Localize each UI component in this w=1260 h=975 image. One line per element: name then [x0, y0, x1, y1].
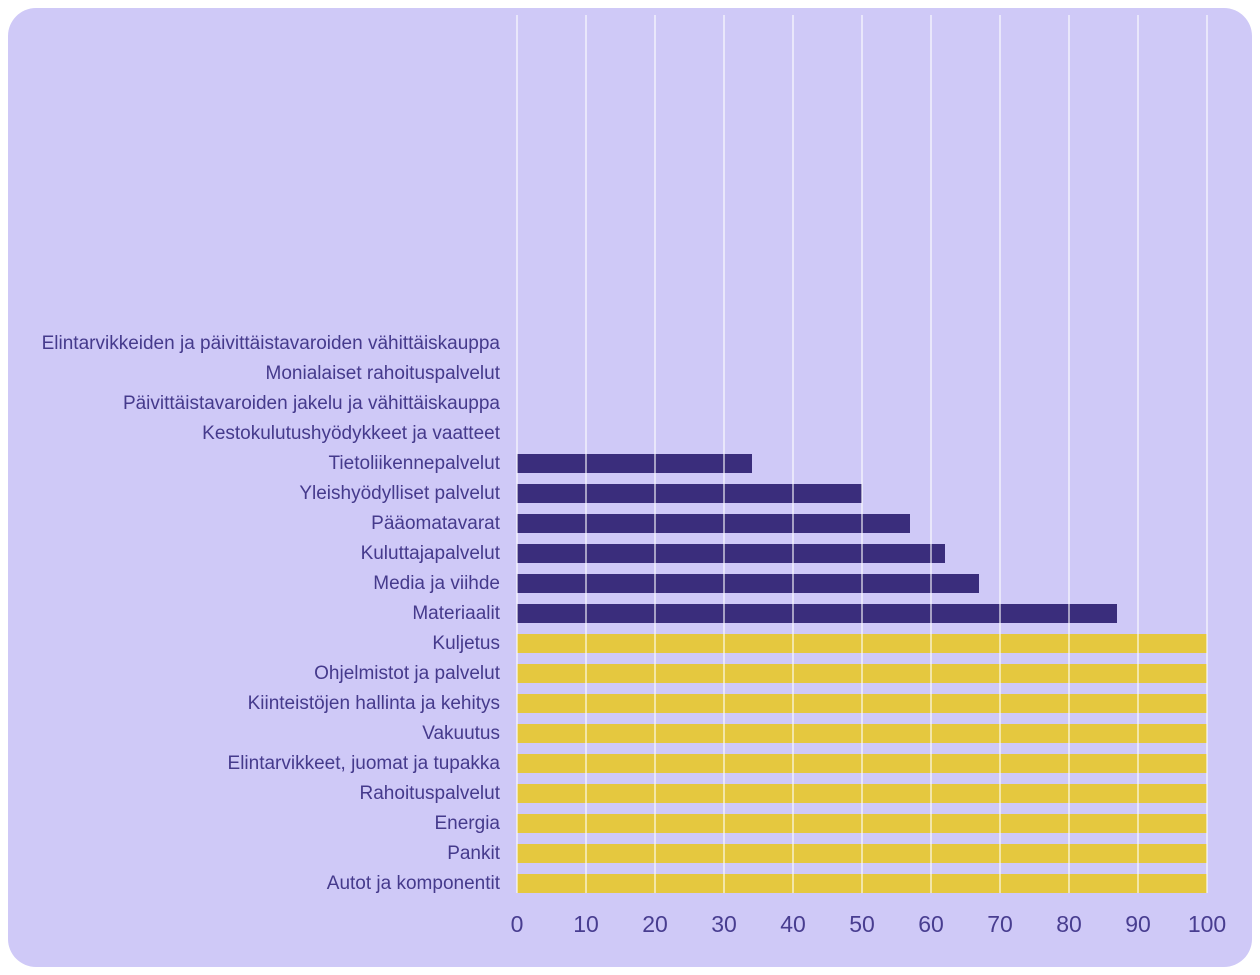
- category-label: Pankit: [447, 842, 500, 864]
- x-tick-label-20: 20: [642, 911, 668, 937]
- x-tick-label-90: 90: [1125, 911, 1151, 937]
- gridline-x-20: [654, 15, 656, 893]
- bar-purple: [517, 544, 945, 563]
- category-label: Pääomatavarat: [371, 512, 500, 534]
- category-label: Vakuutus: [422, 722, 500, 744]
- category-label: Yleishyödylliset palvelut: [299, 482, 500, 504]
- bar-purple: [517, 454, 752, 473]
- category-label: Autot ja komponentit: [326, 872, 500, 894]
- x-tick-label-100: 100: [1187, 911, 1227, 937]
- gridline-x-0: [516, 15, 518, 893]
- bar-purple: [517, 574, 980, 593]
- category-label: Elintarvikkeet, juomat ja tupakka: [227, 752, 500, 774]
- category-label: Kiinteistöjen hallinta ja kehitys: [247, 692, 500, 714]
- category-label: Media ja viihde: [373, 572, 500, 594]
- gridline-x-30: [723, 15, 725, 893]
- category-label: Tietoliikennepalvelut: [328, 452, 500, 474]
- category-label: Rahoituspalvelut: [359, 782, 500, 804]
- bar-purple: [517, 604, 1118, 623]
- gridline-x-80: [1068, 15, 1070, 893]
- gridline-x-40: [792, 15, 794, 893]
- x-tick-label-80: 80: [1056, 911, 1082, 937]
- category-label: Elintarvikkeiden ja päivittäistavaroiden…: [41, 332, 500, 354]
- x-tick-label-0: 0: [510, 911, 524, 937]
- gridline-x-60: [930, 15, 932, 893]
- bar-purple: [517, 484, 862, 503]
- x-tick-label-10: 10: [573, 911, 599, 937]
- gridline-x-70: [999, 15, 1001, 893]
- x-tick-label-50: 50: [849, 911, 875, 937]
- chart-card: Elintarvikkeiden ja päivittäistavaroiden…: [8, 8, 1252, 967]
- category-label: Kestokulutushyödykkeet ja vaatteet: [202, 422, 500, 444]
- gridline-x-90: [1137, 15, 1139, 893]
- gridline-x-50: [861, 15, 863, 893]
- gridline-x-100: [1206, 15, 1208, 893]
- category-label: Ohjelmistot ja palvelut: [314, 662, 500, 684]
- category-label: Materiaalit: [412, 602, 500, 624]
- category-label: Monialaiset rahoituspalvelut: [265, 362, 500, 384]
- x-tick-label-60: 60: [918, 911, 944, 937]
- bar-purple: [517, 514, 911, 533]
- category-label: Päivittäistavaroiden jakelu ja vähittäis…: [122, 392, 500, 414]
- category-label: Energia: [434, 812, 501, 834]
- category-label: Kuljetus: [432, 632, 500, 654]
- gridline-x-10: [585, 15, 587, 893]
- x-tick-label-30: 30: [711, 911, 737, 937]
- x-tick-label-40: 40: [780, 911, 806, 937]
- x-tick-label-70: 70: [987, 911, 1013, 937]
- category-label: Kuluttajapalvelut: [360, 542, 500, 564]
